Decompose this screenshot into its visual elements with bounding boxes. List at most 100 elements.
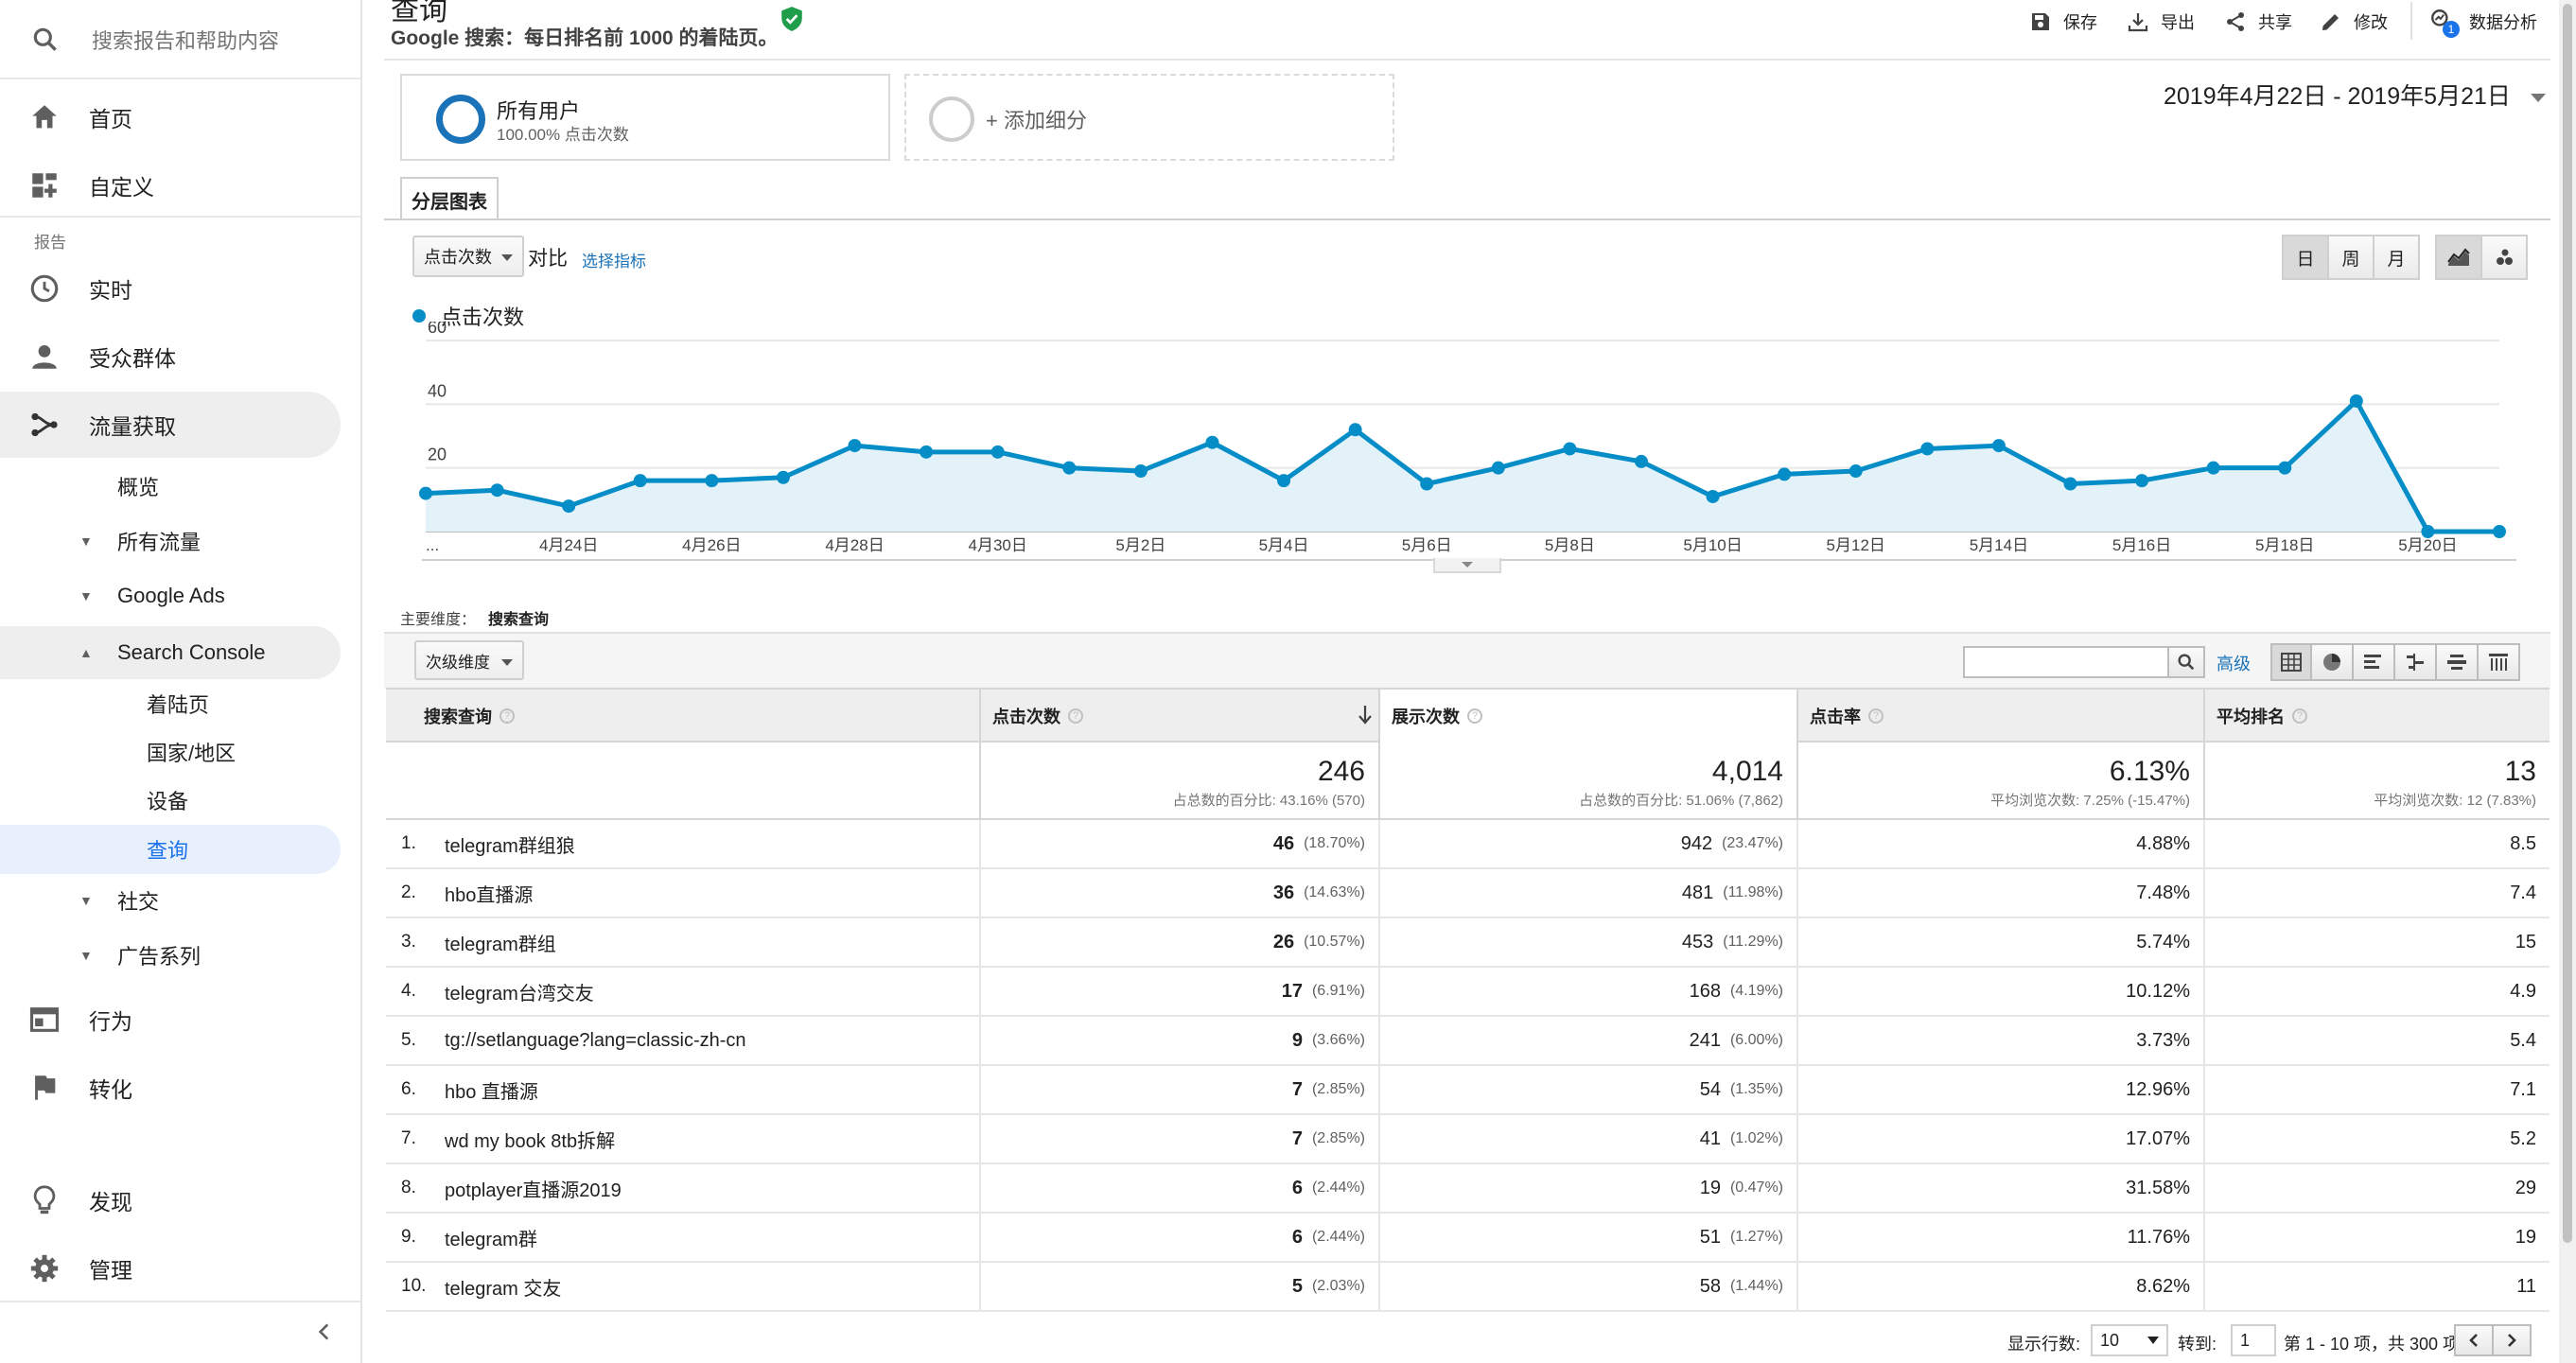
metric-select[interactable]: 点击次数 — [412, 236, 524, 277]
help-icon[interactable]: ? — [2292, 708, 2307, 724]
edit-button[interactable]: 修改 — [2320, 6, 2388, 38]
data-point[interactable] — [2493, 525, 2506, 538]
nav-realtime[interactable]: 实时 — [0, 255, 341, 322]
table-view-button[interactable] — [2270, 643, 2312, 681]
help-icon[interactable]: ? — [1068, 708, 1083, 724]
performance-view-button[interactable] — [2354, 643, 2395, 681]
insights-button[interactable]: 1 数据分析 — [2429, 6, 2537, 38]
tab-explorer[interactable]: 分层图表 — [400, 177, 499, 220]
table-row[interactable]: 6. hbo 直播源 7 (2.85%) 54 (1.35%) 12.96% 7.1 — [386, 1066, 2550, 1115]
data-point[interactable] — [1205, 435, 1219, 449]
table-row[interactable]: 5. tg://setlanguage?lang=classic-zh-cn 9 (3… — [386, 1017, 2550, 1066]
table-row[interactable]: 8. potplayer直播源2019 6 (2.44%) 19 (0.47%) 31.58… — [386, 1164, 2550, 1214]
export-button[interactable]: 导出 — [2127, 6, 2195, 38]
nav-sc-countries[interactable]: 国家/地区 — [147, 727, 236, 777]
secondary-dimension-select[interactable]: 次级维度 — [414, 640, 524, 680]
comparison-view-button[interactable] — [2395, 643, 2437, 681]
col-header-position[interactable]: 平均排名? — [2205, 690, 2550, 743]
help-icon[interactable]: ? — [1868, 708, 1884, 724]
table-row[interactable]: 10. telegram 交友 5 (2.03%) 58 (1.44%) 8.62% 11 — [386, 1263, 2550, 1312]
granularity-month-button[interactable]: 月 — [2373, 235, 2420, 280]
query-link[interactable]: hbo 直播源 — [445, 1081, 538, 1103]
nav-all-traffic[interactable]: ▼ 所有流量 — [0, 516, 362, 566]
data-point[interactable] — [2421, 525, 2435, 538]
data-point[interactable] — [1062, 461, 1077, 475]
pie-view-button[interactable] — [2312, 643, 2354, 681]
goto-input[interactable]: 1 — [2231, 1324, 2276, 1356]
help-icon[interactable]: ? — [1467, 708, 1482, 724]
data-point[interactable] — [1634, 454, 1648, 468]
data-point[interactable] — [633, 474, 647, 488]
data-point[interactable] — [2206, 461, 2220, 475]
data-point[interactable] — [1348, 423, 1362, 437]
data-point[interactable] — [1491, 461, 1505, 475]
data-point[interactable] — [705, 474, 719, 488]
col-header-clicks[interactable]: 点击次数? — [981, 690, 1380, 743]
query-link[interactable]: potplayer直播源2019 — [445, 1180, 622, 1201]
query-link[interactable]: hbo直播源 — [445, 884, 534, 906]
nav-home[interactable]: 首页 — [0, 84, 341, 150]
table-row[interactable]: 4. telegram台湾交友 17 (6.91%) 168 (4.19%) 10.12% 4… — [386, 968, 2550, 1017]
share-button[interactable]: 共享 — [2224, 6, 2292, 38]
data-point[interactable] — [562, 499, 576, 514]
query-link[interactable]: telegram群组狼 — [445, 835, 575, 857]
nav-discover[interactable]: 发现 — [0, 1167, 341, 1233]
col-header-ctr[interactable]: 点击率? — [1798, 690, 2205, 743]
data-point[interactable] — [419, 486, 432, 500]
query-link[interactable]: telegram 交友 — [445, 1278, 562, 1300]
query-link[interactable]: telegram群组 — [445, 934, 556, 955]
granularity-day-button[interactable]: 日 — [2282, 235, 2329, 280]
page-scrollbar[interactable] — [2559, 0, 2576, 1363]
data-point[interactable] — [1920, 442, 1935, 456]
chart-resize-handle[interactable] — [1433, 558, 1501, 573]
data-point[interactable] — [1706, 489, 1720, 503]
nav-social[interactable]: ▼ 社交 — [0, 876, 362, 925]
data-point[interactable] — [490, 483, 504, 498]
data-point[interactable] — [2349, 393, 2363, 408]
nav-admin[interactable]: 管理 — [0, 1235, 341, 1302]
rows-per-page-select[interactable]: 10 — [2091, 1324, 2168, 1356]
data-point[interactable] — [1420, 477, 1434, 491]
add-segment-button[interactable]: + 添加细分 — [904, 74, 1394, 161]
data-point[interactable] — [1849, 464, 1863, 479]
data-point[interactable] — [1133, 464, 1148, 479]
nav-conversions[interactable]: 转化 — [0, 1055, 341, 1121]
data-point[interactable] — [1778, 467, 1792, 481]
table-row[interactable]: 3. telegram群组 26 (10.57%) 453 (11.29%) 5.74% 15 — [386, 918, 2550, 968]
advanced-filter-link[interactable]: 高级 — [2217, 655, 2251, 673]
chevron-left-icon[interactable] — [312, 1319, 337, 1344]
data-point[interactable] — [776, 470, 790, 484]
primary-dimension-value[interactable]: 搜索查询 — [488, 612, 550, 628]
query-link[interactable]: telegram台湾交友 — [445, 983, 594, 1005]
table-row[interactable]: 1. telegram群组狼 46 (18.70%) 942 (23.47%) 4.88% 8… — [386, 820, 2550, 869]
data-point[interactable] — [2063, 477, 2077, 491]
data-point[interactable] — [1991, 439, 2006, 453]
line-chart-button[interactable] — [2435, 235, 2482, 280]
nav-sc-landing-pages[interactable]: 着陆页 — [147, 679, 209, 728]
table-row[interactable]: 2. hbo直播源 36 (14.63%) 481 (11.98%) 7.48% 7.4 — [386, 869, 2550, 918]
data-point[interactable] — [1563, 442, 1577, 456]
motion-chart-button[interactable] — [2480, 235, 2528, 280]
nav-sc-devices[interactable]: 设备 — [147, 776, 188, 825]
nav-behavior[interactable]: 行为 — [0, 987, 341, 1053]
segment-all-users[interactable]: 所有用户 100.00% 点击次数 — [400, 74, 890, 161]
nav-search-console[interactable]: ▲ Search Console — [0, 626, 341, 679]
nav-campaigns[interactable]: ▼ 广告系列 — [0, 931, 362, 980]
data-point[interactable] — [848, 439, 862, 453]
help-icon[interactable]: ? — [499, 708, 515, 724]
nav-sc-queries[interactable]: 查询 — [0, 825, 341, 874]
data-point[interactable] — [2278, 461, 2292, 475]
data-point[interactable] — [920, 445, 934, 459]
nav-audience[interactable]: 受众群体 — [0, 323, 341, 390]
sidebar-search[interactable]: 搜索报告和帮助内容 — [0, 0, 362, 79]
select-metric-link[interactable]: 选择指标 — [582, 253, 646, 271]
query-link[interactable]: tg://setlanguage?lang=classic-zh-cn — [445, 1029, 746, 1051]
prev-page-button[interactable] — [2454, 1324, 2494, 1356]
query-link[interactable]: telegram群 — [445, 1229, 537, 1250]
date-range-picker[interactable]: 2019年4月22日 - 2019年5月21日 — [2164, 78, 2546, 112]
granularity-week-button[interactable]: 周 — [2327, 235, 2374, 280]
data-point[interactable] — [1277, 474, 1291, 488]
save-button[interactable]: 保存 — [2029, 6, 2097, 38]
data-point[interactable] — [990, 445, 1005, 459]
col-header-impressions[interactable]: 展示次数? — [1380, 690, 1798, 743]
